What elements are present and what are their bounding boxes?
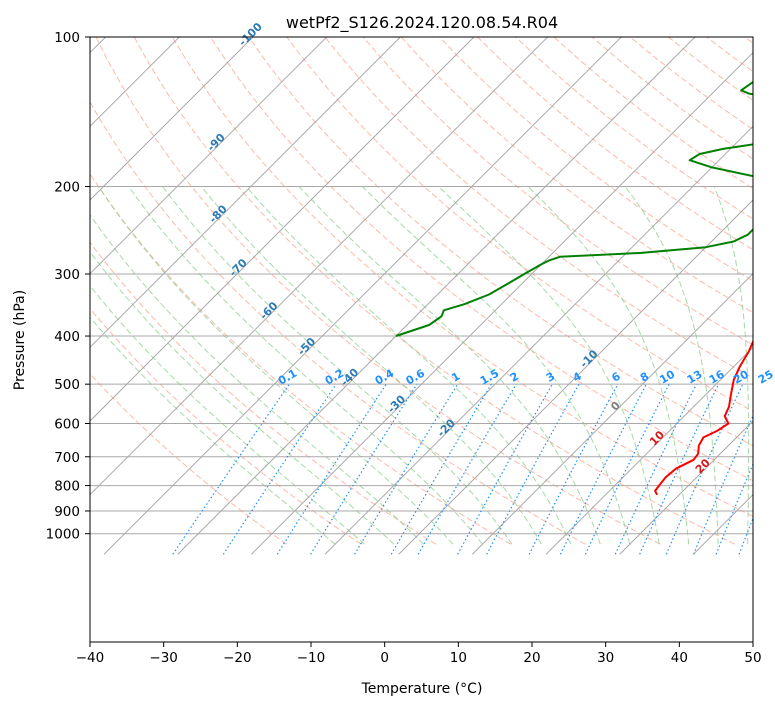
- y-tick-label: 600: [54, 417, 80, 433]
- isotherm-line: [90, 37, 181, 128]
- dry-adiabat: [477, 37, 753, 251]
- dry-adiabat: [439, 37, 753, 282]
- y-tick-label: 200: [54, 180, 80, 196]
- isotherm-line: [103, 37, 623, 555]
- dry-adiabat: [362, 37, 753, 346]
- isotherm-line: [251, 51, 753, 555]
- isotherm-line: [90, 37, 549, 496]
- dry-adiabat: [90, 100, 586, 545]
- dry-adiabat: [90, 373, 287, 545]
- moist-adiabat: [90, 213, 424, 545]
- x-tick-label: −10: [297, 650, 326, 666]
- mixing-ratio-line: [584, 383, 670, 555]
- y-tick-label: 1000: [46, 527, 80, 543]
- y-tick-label: 800: [54, 479, 80, 495]
- series-line: [654, 339, 753, 496]
- dry-adiabat: [90, 173, 511, 545]
- moist-adiabat: [624, 186, 719, 545]
- moist-adiabat: [90, 250, 395, 545]
- reference-lines: [90, 37, 753, 555]
- mixing-ratio-line: [222, 383, 337, 555]
- isotherm-line: [545, 346, 753, 555]
- moist-adiabat: [200, 186, 542, 545]
- mixing-ratio-line: [354, 383, 459, 555]
- y-tick-label: 400: [54, 329, 80, 345]
- isotherm-line: [90, 37, 254, 201]
- isotherm-line: [90, 37, 328, 275]
- isotherm-line: [472, 272, 753, 555]
- x-tick-label: 50: [744, 650, 761, 666]
- moist-adiabat: [362, 186, 631, 545]
- moist-adiabat: [713, 186, 750, 545]
- mixing-ratio-line: [276, 383, 387, 555]
- moist-adiabat: [162, 186, 513, 545]
- isotherm-line: [90, 37, 402, 349]
- mixing-ratio-line: [614, 383, 697, 555]
- moist-adiabat: [128, 186, 483, 545]
- dry-adiabat: [248, 37, 753, 447]
- x-tick-label: 20: [523, 650, 540, 666]
- y-tick-label: 700: [54, 450, 80, 466]
- mixing-ratio-line: [486, 383, 580, 555]
- plot-frame: [89, 36, 754, 643]
- moist-adiabat: [438, 186, 660, 545]
- sounding-profiles: [395, 80, 753, 496]
- y-tick-label: 300: [54, 267, 80, 283]
- isotherm-line: [398, 199, 753, 555]
- mixing-ratio-line: [528, 383, 619, 555]
- mixing-ratio-line: [559, 383, 647, 555]
- moist-adiabat: [90, 284, 365, 545]
- y-axis-label: Pressure (hPa): [12, 290, 28, 390]
- isotherm-line: [177, 37, 696, 555]
- x-axis-label: Temperature (°C): [361, 681, 483, 697]
- y-tick-label: 100: [54, 30, 80, 46]
- chart-title: wetPf2_S126.2024.120.08.54.R04: [286, 13, 558, 33]
- axes: −40 −30 −20 −10 0 10 20 30 40 50 100 200 300 400 500 60…: [46, 30, 762, 666]
- moist-adiabat: [90, 316, 336, 545]
- moist-adiabat: [527, 186, 690, 545]
- mixing-ratio-line: [310, 383, 418, 555]
- x-tick-label: −20: [223, 650, 252, 666]
- moist-adiabat: [98, 186, 454, 545]
- x-tick-label: 0: [380, 650, 389, 666]
- dry-adiabat: [133, 37, 736, 545]
- mixing-ratio-label: 25: [756, 368, 775, 387]
- x-tick-label: 40: [671, 650, 688, 666]
- mixing-ratio-line: [172, 383, 290, 555]
- dry-adiabat: [95, 37, 661, 545]
- dry-adiabat: [210, 37, 753, 482]
- isotherm-line: [90, 37, 475, 422]
- series-line: [395, 80, 753, 337]
- dry-adiabat: [171, 37, 753, 518]
- y-tick-label: 900: [54, 504, 80, 520]
- y-tick-label: 500: [54, 377, 80, 393]
- mixing-ratio-line: [457, 383, 553, 555]
- x-tick-label: −30: [149, 650, 178, 666]
- x-tick-label: 30: [597, 650, 614, 666]
- x-tick-label: 10: [450, 650, 467, 666]
- moist-adiabat: [298, 186, 601, 545]
- x-tick-label: −40: [76, 650, 105, 666]
- isotherm-line: [324, 125, 753, 555]
- dry-adiabat: [400, 37, 753, 314]
- isotherm-line: [619, 420, 753, 555]
